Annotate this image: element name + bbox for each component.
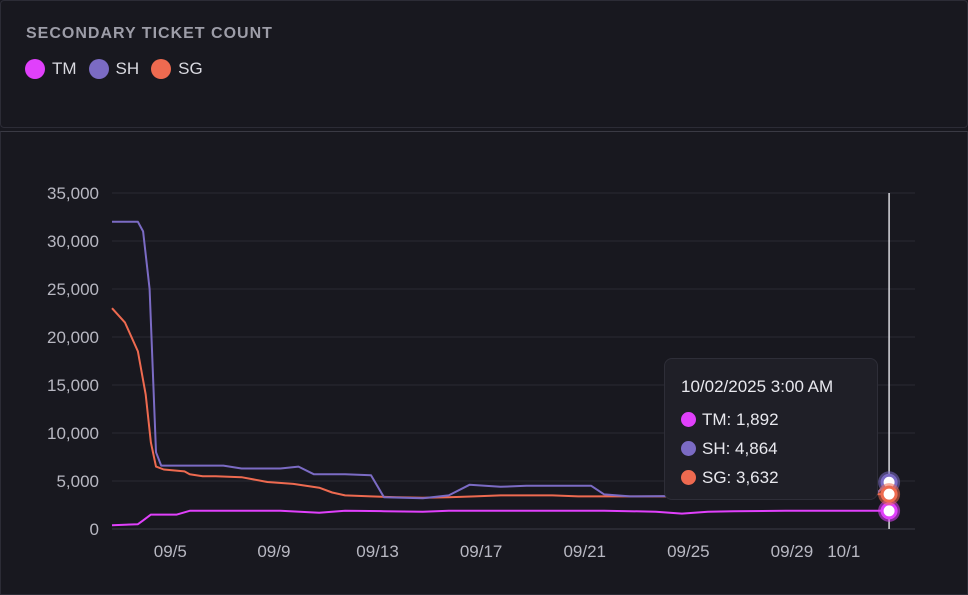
- legend-dot-sg: [151, 59, 172, 79]
- legend-item-sg[interactable]: SG: [151, 59, 203, 79]
- y-tick-label: 5,000: [56, 472, 99, 491]
- y-tick-label: 20,000: [47, 328, 99, 347]
- y-tick-label: 15,000: [47, 376, 99, 395]
- y-tick-label: 0: [90, 520, 99, 539]
- x-tick-label: 09/13: [356, 542, 399, 561]
- x-tick-label: 09/29: [771, 542, 814, 561]
- tooltip-value-tm: TM: 1,892: [702, 409, 779, 429]
- y-tick-label: 25,000: [47, 280, 99, 299]
- legend-dot-sh: [88, 59, 109, 79]
- y-tick-label: 30,000: [47, 232, 99, 251]
- chart-header-card: SECONDARY TICKET COUNT TM SH SG: [0, 0, 968, 128]
- hover-marker-sg: [880, 485, 898, 503]
- legend: TM SH SG: [25, 59, 203, 79]
- tooltip-dot-tm: [681, 412, 696, 427]
- x-tick-label: 09/17: [460, 542, 503, 561]
- chart-title: SECONDARY TICKET COUNT: [26, 25, 273, 42]
- tooltip-dot-sh: [681, 441, 696, 456]
- tooltip-row-sh: SH: 4,864: [681, 434, 877, 463]
- legend-label-sh: SH: [115, 59, 140, 78]
- series-line-tm: [111, 509, 890, 527]
- x-tick-label: 09/9: [257, 542, 290, 561]
- legend-item-tm[interactable]: TM: [25, 59, 77, 79]
- hover-marker-tm: [880, 502, 898, 520]
- tooltip-dot-sg: [681, 470, 696, 485]
- legend-label-tm: TM: [52, 59, 77, 78]
- tooltip-value-sh: SH: 4,864: [702, 438, 778, 458]
- legend-label-sg: SG: [178, 59, 203, 78]
- tooltip-value-sg: SG: 3,632: [702, 467, 779, 487]
- legend-item-sh[interactable]: SH: [88, 59, 140, 79]
- x-tick-label: 09/21: [563, 542, 606, 561]
- y-tick-label: 10,000: [47, 424, 99, 443]
- x-tick-label: 09/25: [667, 542, 710, 561]
- hover-tooltip: 10/02/2025 3:00 AM TM: 1,892 SH: 4,864 S…: [664, 358, 878, 500]
- tooltip-row-sg: SG: 3,632: [681, 463, 877, 492]
- tooltip-row-tm: TM: 1,892: [681, 405, 877, 434]
- legend-dot-tm: [25, 59, 45, 79]
- x-tick-label: 10/1: [827, 542, 860, 561]
- tooltip-date: 10/02/2025 3:00 AM: [681, 377, 834, 396]
- y-tick-label: 35,000: [47, 184, 99, 203]
- x-tick-label: 09/5: [154, 542, 187, 561]
- series-line-sh: [112, 220, 890, 500]
